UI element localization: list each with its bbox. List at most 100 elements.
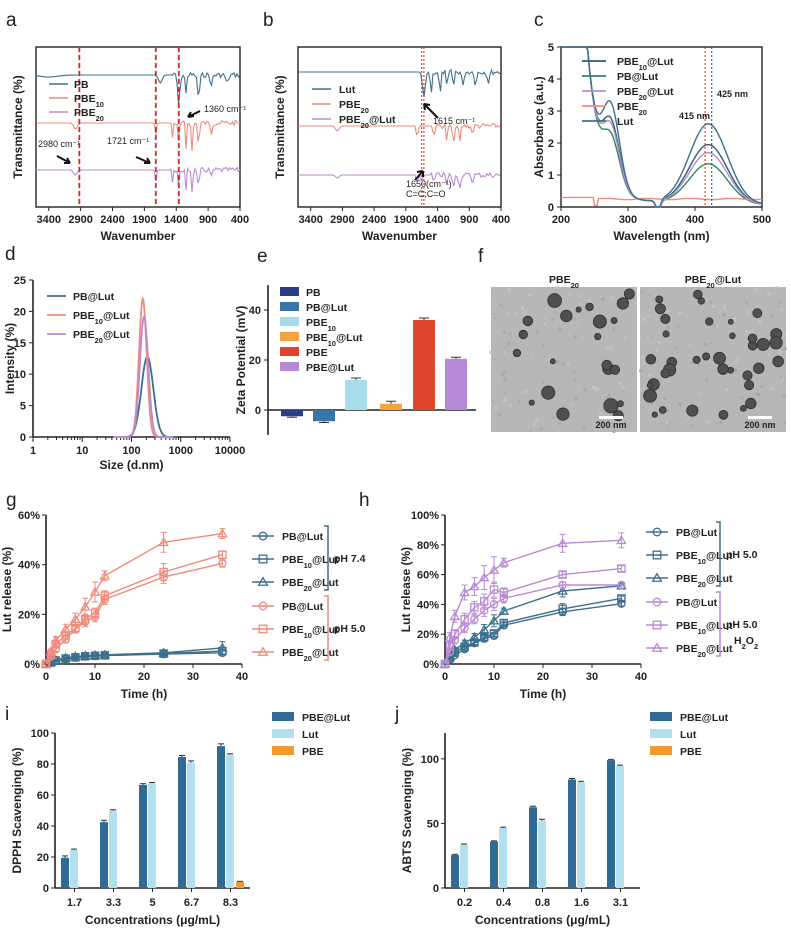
panel-d-ylabel: Intensity (%) [3, 323, 17, 394]
panel-b-arrow [423, 103, 439, 119]
panel-h-point [489, 629, 499, 638]
panel-g-point [99, 570, 111, 580]
panel-g-point [218, 550, 227, 559]
tem-particle [651, 411, 658, 418]
tem-texture [751, 329, 755, 333]
panel-j-bar-Lut [538, 820, 546, 888]
panel-c-legend-label: PBE20@Lut [617, 86, 674, 102]
tem-particle [522, 315, 534, 327]
tem-texture [600, 297, 605, 302]
tem-texture [612, 299, 615, 302]
tem-texture [573, 371, 576, 374]
tem-texture [682, 315, 684, 318]
tem-texture [779, 308, 783, 312]
tem-texture [678, 402, 682, 406]
panel-j-bar-PBE@Lut [568, 779, 576, 888]
tem-texture [622, 390, 625, 393]
panel-letter-h: h [359, 490, 370, 511]
panel-g-point [79, 601, 91, 611]
tem-texture [579, 303, 582, 306]
tem-particle [718, 409, 729, 420]
panel-h-xtick-label: 0 [442, 671, 448, 683]
panel-a-xtick-label: 1900 [132, 214, 156, 226]
tem-texture [492, 312, 495, 315]
panel-g-ytick-label: 40% [18, 560, 40, 572]
tem-texture [573, 418, 576, 421]
tem-title-right: PBE20@Lut [685, 274, 742, 290]
panel-a-spectrum-PBE10 [36, 119, 241, 152]
tem-texture [704, 378, 709, 382]
panel-c-ytick-label: 3 [548, 106, 554, 118]
panel-b-xtick-label: 400 [492, 214, 510, 226]
tem-texture [571, 403, 575, 407]
panel-b-annotation: C=C;C=O [406, 189, 446, 199]
panel-h-ytick-label: 60% [417, 570, 439, 582]
panel-j-legend-swatch [650, 712, 672, 721]
tem-particle [594, 332, 602, 341]
panel-h-point [488, 564, 500, 574]
panel-j-legend-swatch [650, 746, 672, 755]
panel-e-bar-PBE10 [345, 380, 367, 410]
panel-b: 3400 2900 2400 1900 1400 900 400 Wavenumber Tran… [273, 46, 510, 243]
panel-b-spectrum-Lut [298, 68, 501, 98]
tem-texture [500, 372, 505, 377]
tem-texture [511, 333, 514, 336]
panel-c-spectrum-PB@Lut [561, 46, 763, 208]
panel-e-ytick-label: 0 [255, 405, 261, 417]
tem-texture [506, 311, 510, 315]
panel-h-point [439, 658, 451, 668]
panel-j-bar-Lut [616, 765, 624, 888]
panel-h-point [478, 572, 490, 582]
panel-h-legend-marker [652, 527, 662, 537]
tem-texture [779, 375, 783, 378]
panel-g: 0% 20% 40% 60% 0 10 20 30 40 Time (h) Lut release … [0, 510, 366, 701]
panel-g-legend-condition: pH 5.0 [334, 623, 366, 635]
tem-texture [770, 313, 775, 318]
panel-h-point [557, 537, 568, 548]
tem-texture [527, 293, 532, 298]
panel-a-xtick-label: 3400 [37, 214, 61, 226]
panel-g-ytick-label: 0% [24, 659, 40, 671]
tem-texture [508, 332, 512, 336]
tem-texture [574, 396, 579, 401]
tem-texture [491, 289, 495, 292]
panel-i-bar-Lut [187, 762, 195, 888]
panel-b-xtick-label: 900 [460, 214, 478, 226]
panel-h-point [617, 594, 626, 603]
tem-texture [532, 308, 535, 311]
panel-g-curve-PB@Lut [45, 562, 223, 665]
panel-g-legend-marker [258, 624, 268, 634]
tem-texture [710, 328, 713, 331]
panel-h-legend-marker [652, 620, 662, 630]
panel-j-legend-label: PBE [680, 746, 702, 758]
panel-h-point [499, 588, 509, 597]
panel-a-spectrum-PB [35, 71, 241, 105]
panel-letter-j: j [394, 704, 399, 725]
tem-texture [606, 305, 609, 308]
tem-texture [610, 295, 613, 299]
panel-e-legend-swatch [280, 347, 299, 356]
tem-texture [771, 402, 774, 404]
panel-j-xtick-label: 3.1 [613, 897, 628, 909]
panel-j-ytick-label: 100 [421, 754, 439, 766]
panel-i-xtick-label: 3.3 [106, 897, 121, 909]
panel-j-xtick-label: 1.6 [574, 897, 589, 909]
tem-particle [742, 370, 753, 381]
tem-texture [782, 393, 787, 398]
tem-texture [783, 421, 787, 425]
panel-e-bar-PB [281, 410, 303, 417]
tem-particle [512, 348, 522, 358]
tem-texture [745, 330, 748, 333]
tem-texture [623, 336, 627, 340]
panel-d-legend-label: PBE20@Lut [73, 329, 130, 345]
panel-letter-a: a [6, 10, 17, 31]
tem-particle [655, 295, 664, 304]
panel-h-curve-PBE20@Lut [444, 585, 622, 665]
tem-particle [693, 289, 703, 300]
tem-particle [658, 406, 667, 414]
tem-texture [622, 362, 625, 366]
panel-c-spectrum-PBE20@Lut [561, 46, 763, 208]
tem-texture [725, 305, 728, 308]
tem-texture [520, 306, 525, 311]
panel-a-legend-label: PBE10 [74, 93, 104, 109]
